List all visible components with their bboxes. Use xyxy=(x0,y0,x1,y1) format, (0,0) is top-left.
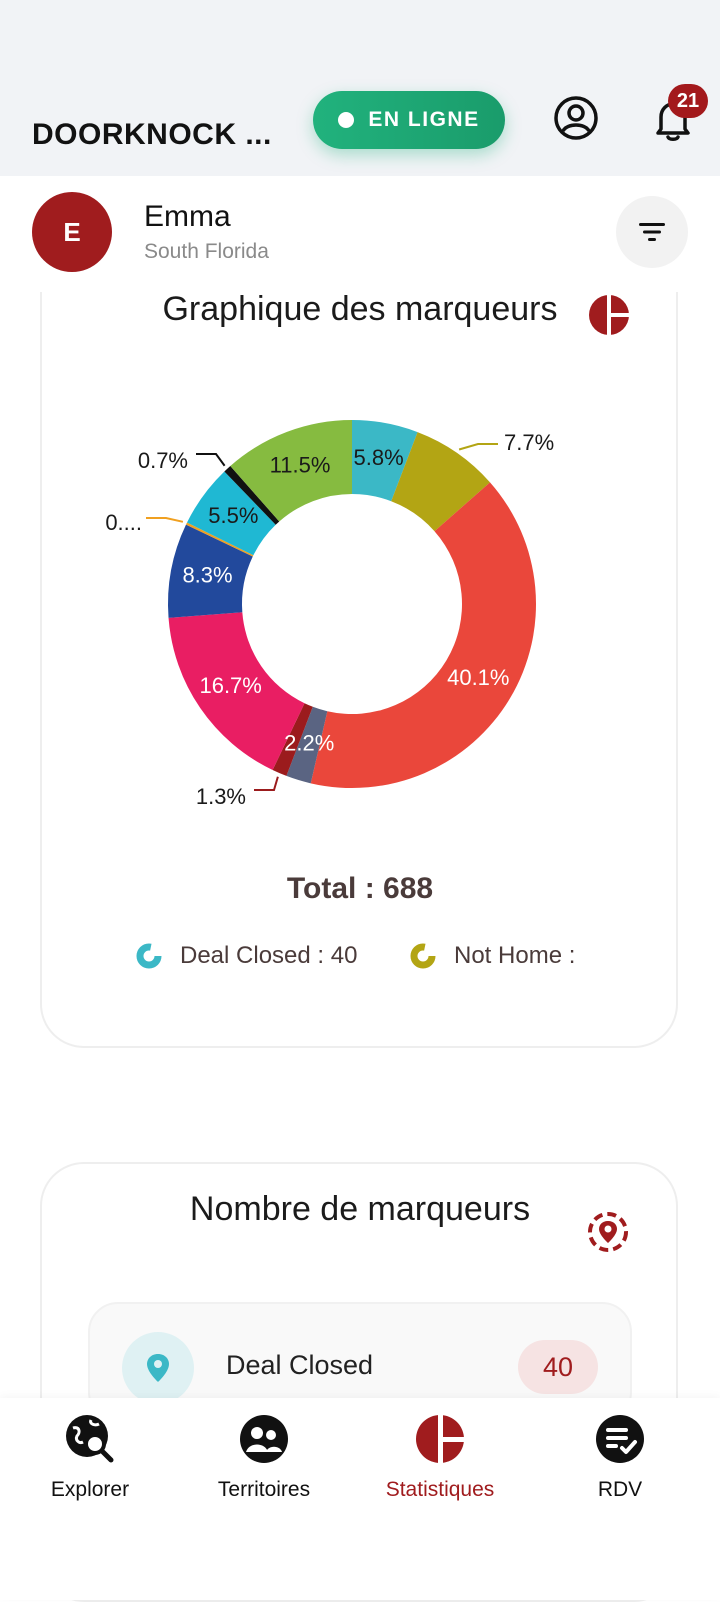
user-header: E Emma South Florida xyxy=(0,176,720,292)
nav-item-rdv[interactable]: RDV xyxy=(530,1412,710,1502)
markers-count-title: Nombre de marqueurs xyxy=(189,1190,531,1228)
nav-item-statistiques[interactable]: Statistiques xyxy=(350,1412,530,1502)
user-name: Emma xyxy=(144,200,231,233)
pie-chart-icon xyxy=(589,294,630,336)
legend-donut-icon xyxy=(410,943,436,969)
bottom-navigation: Explorer Territoires Statistiques RDV xyxy=(0,1398,720,1600)
markers-chart-title: Graphique des marqueurs xyxy=(162,290,558,328)
legend-item-deal-closed: Deal Closed : 40 xyxy=(136,938,357,974)
nav-item-explorer[interactable]: Explorer xyxy=(0,1412,180,1502)
pie-chart-icon xyxy=(416,1414,466,1464)
legend-donut-icon xyxy=(136,943,162,969)
people-circle-icon xyxy=(240,1415,288,1463)
app-title: DOORKNOCK ... xyxy=(32,118,272,151)
nav-label: Territoires xyxy=(217,1478,311,1501)
nav-label: Statistiques xyxy=(385,1478,495,1501)
nav-label: RDV xyxy=(597,1478,643,1501)
user-region: South Florida xyxy=(144,240,269,263)
markers-chart-card xyxy=(40,240,678,1048)
status-bar xyxy=(0,0,720,88)
map-pin-icon xyxy=(147,1354,169,1382)
nav-item-territoires[interactable]: Territoires xyxy=(174,1412,354,1502)
marker-item-count: 40 xyxy=(518,1340,598,1394)
notification-badge: 21 xyxy=(668,84,708,118)
marker-item-icon-wrap xyxy=(122,1332,194,1404)
legend-item-not-home: Not Home : xyxy=(410,938,575,974)
filter-button[interactable] xyxy=(616,196,688,268)
app-bar: DOORKNOCK ... EN LIGNE 21 xyxy=(0,84,720,176)
globe-search-icon xyxy=(66,1415,114,1463)
legend-label: Deal Closed : 40 xyxy=(180,942,358,969)
nav-label: Explorer xyxy=(50,1478,130,1501)
legend-label: Not Home : xyxy=(454,942,576,969)
target-marker-icon xyxy=(588,1212,628,1252)
checklist-icon xyxy=(596,1415,644,1463)
online-status-button[interactable]: EN LIGNE xyxy=(313,91,505,149)
avatar[interactable]: E xyxy=(32,192,112,272)
marker-item-label: Deal Closed xyxy=(226,1350,374,1380)
online-status-label: EN LIGNE xyxy=(368,108,480,131)
total-count: Total : 688 xyxy=(286,872,434,905)
user-circle-icon[interactable] xyxy=(551,93,601,143)
online-dot-icon xyxy=(338,112,355,128)
filter-icon xyxy=(639,223,665,241)
